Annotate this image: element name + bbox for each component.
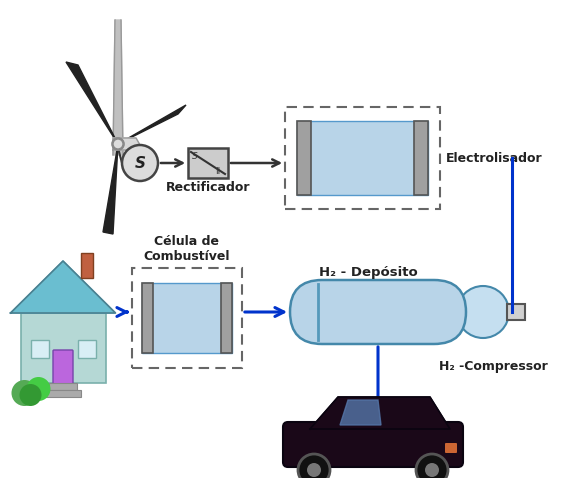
Text: Electrolisador: Electrolisador — [446, 152, 543, 164]
Bar — [188, 148, 228, 178]
Bar — [31, 340, 48, 358]
Circle shape — [26, 377, 51, 401]
Bar — [441, 304, 459, 320]
Bar — [142, 283, 232, 353]
Polygon shape — [66, 62, 118, 144]
Text: H₂ - Depósito: H₂ - Depósito — [319, 266, 417, 279]
Bar — [285, 107, 440, 209]
Bar — [507, 304, 525, 320]
Text: Célula de
Combustível: Célula de Combustível — [143, 235, 230, 263]
Polygon shape — [310, 397, 450, 429]
Circle shape — [307, 463, 321, 477]
Circle shape — [19, 384, 42, 406]
Text: S: S — [135, 155, 145, 171]
Text: Rectificador: Rectificador — [166, 181, 250, 194]
Polygon shape — [11, 261, 115, 313]
Text: II: II — [215, 166, 220, 175]
Bar — [414, 121, 428, 195]
Circle shape — [113, 139, 123, 149]
Circle shape — [457, 286, 509, 338]
Bar — [142, 283, 153, 353]
FancyBboxPatch shape — [283, 422, 463, 467]
Bar — [297, 121, 311, 195]
Bar — [81, 253, 93, 278]
Circle shape — [298, 454, 330, 478]
Text: H₂ -Compressor: H₂ -Compressor — [439, 360, 547, 373]
Polygon shape — [118, 105, 186, 144]
Circle shape — [425, 463, 439, 477]
Bar — [78, 340, 95, 358]
FancyBboxPatch shape — [53, 350, 73, 384]
FancyBboxPatch shape — [445, 443, 457, 453]
Bar — [45, 390, 81, 397]
Bar — [297, 121, 428, 195]
Bar — [132, 268, 242, 368]
FancyBboxPatch shape — [290, 280, 466, 344]
Polygon shape — [340, 400, 381, 425]
Bar — [49, 383, 77, 390]
Polygon shape — [113, 138, 140, 150]
Text: S: S — [192, 152, 198, 161]
Polygon shape — [103, 144, 118, 234]
Circle shape — [416, 454, 448, 478]
Circle shape — [122, 145, 158, 181]
Circle shape — [112, 138, 124, 150]
Bar — [21, 313, 105, 383]
Circle shape — [12, 380, 38, 406]
Bar — [221, 283, 232, 353]
Polygon shape — [113, 20, 123, 155]
